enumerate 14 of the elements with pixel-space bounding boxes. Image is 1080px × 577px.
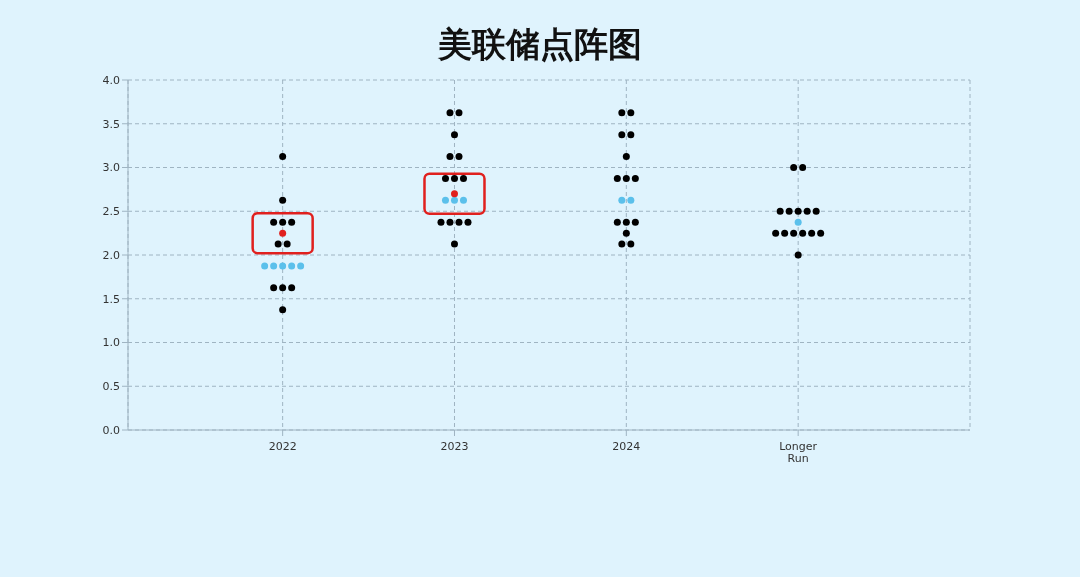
y-tick-label: 3.5 <box>102 117 120 131</box>
y-tick-label: 4.0 <box>102 73 120 87</box>
y-tick-label: 0.0 <box>102 423 120 437</box>
x-tick-label: 2024 <box>612 440 641 453</box>
y-tick-label: 0.5 <box>102 380 120 394</box>
x-tick-label: 2023 <box>440 440 469 453</box>
chart-title: 美联储点阵图 <box>437 23 643 66</box>
y-tick-label: 3.0 <box>102 161 120 175</box>
y-tick-label: 2.5 <box>102 205 120 219</box>
x-tick-label: Longer Run <box>779 440 818 465</box>
y-tick-label: 1.0 <box>102 336 120 350</box>
x-tick-label: 2022 <box>268 440 297 453</box>
y-tick-label: 2.0 <box>102 248 120 262</box>
y-tick-label: 1.5 <box>102 292 120 306</box>
